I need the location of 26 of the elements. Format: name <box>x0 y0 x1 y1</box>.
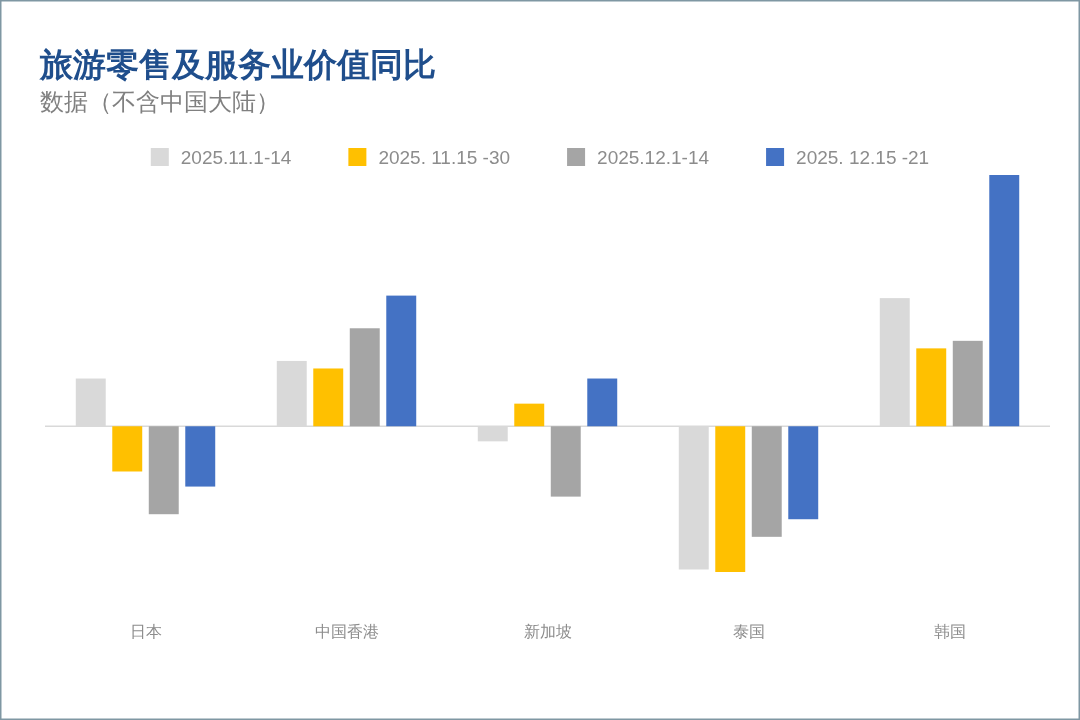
bar <box>313 368 344 427</box>
x-tick-label: 新加坡 <box>523 623 572 640</box>
bar <box>751 426 782 537</box>
x-tick-label: 韩国 <box>933 623 966 640</box>
bar <box>386 295 417 427</box>
chart-title: 旅游零售及服务业价值同比 <box>39 46 436 83</box>
bar <box>989 175 1020 427</box>
chart-subtitle: 数据（不含中国大陆） <box>40 88 280 115</box>
bar <box>514 403 545 427</box>
bar <box>952 340 983 427</box>
bar <box>916 348 947 427</box>
x-tick-label: 泰国 <box>732 623 765 640</box>
bar <box>148 426 179 515</box>
bar <box>715 426 746 572</box>
bar <box>112 426 143 472</box>
bar <box>788 426 819 520</box>
bar <box>349 328 380 427</box>
legend-label: 2025. 11.15 -30 <box>378 147 511 168</box>
x-tick-label: 日本 <box>129 623 162 640</box>
legend-label: 2025.12.1-14 <box>597 147 710 168</box>
bar <box>587 378 618 427</box>
x-tick-label: 中国香港 <box>314 623 379 640</box>
legend-label: 2025. 12.15 -21 <box>796 147 930 168</box>
legend-label: 2025.11.1-14 <box>180 147 292 168</box>
bar <box>185 426 216 487</box>
bar <box>550 426 581 497</box>
